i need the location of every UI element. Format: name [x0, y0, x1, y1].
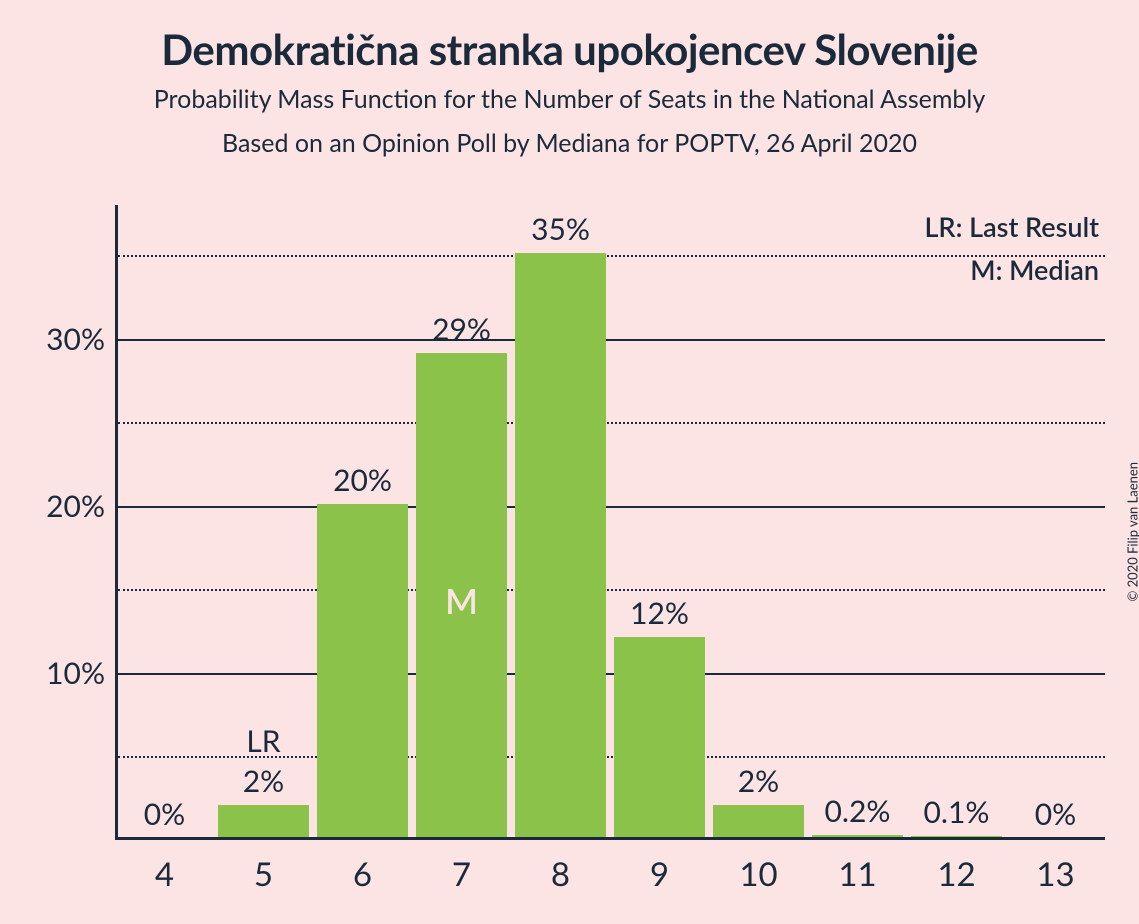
gridline-major: [118, 673, 1105, 675]
gridline-minor: [118, 589, 1105, 591]
chart-title: Demokratična stranka upokojencev Sloveni…: [0, 0, 1139, 74]
xtick-label: 10: [739, 854, 777, 894]
bar-value-label: 12%: [630, 595, 689, 631]
bar-value-label: 29%: [432, 311, 491, 347]
xtick-label: 9: [650, 854, 669, 894]
bar-value-label: 2%: [243, 763, 284, 799]
xtick-label: 13: [1036, 854, 1074, 894]
bar-value-label: 0%: [144, 796, 185, 832]
xtick-label: 12: [937, 854, 975, 894]
legend-m: M: Median: [924, 248, 1099, 291]
legend-lr: LR: Last Result: [924, 205, 1099, 248]
xtick-label: 6: [353, 854, 372, 894]
xtick-label: 4: [155, 854, 174, 894]
gridline-minor: [118, 422, 1105, 424]
xtick-label: 11: [838, 854, 876, 894]
xtick-label: 7: [452, 854, 471, 894]
bar: [218, 805, 309, 838]
chart-plot-area: 10%20%30%0%42%LR520%629%M735%812%92%100.…: [115, 205, 1105, 840]
xtick-label: 5: [254, 854, 273, 894]
gridline-major: [118, 339, 1105, 341]
ytick-label: 10%: [46, 655, 105, 691]
bar-value-label: 0.1%: [924, 794, 990, 830]
bar: [614, 637, 705, 838]
xtick-label: 8: [551, 854, 570, 894]
bar-value-label: 35%: [531, 211, 590, 247]
bar-value-label: 20%: [333, 462, 392, 498]
copyright-text: © 2020 Filip van Laenen: [1125, 462, 1139, 602]
bar-value-label: 0.2%: [825, 793, 891, 829]
y-axis: [115, 205, 118, 840]
median-annotation: M: [445, 580, 478, 622]
chart-subtitle-2: Based on an Opinion Poll by Mediana for …: [0, 128, 1139, 158]
bar: [713, 805, 804, 838]
bar-value-label: 0%: [1035, 796, 1076, 832]
x-axis: [115, 837, 1105, 840]
lr-annotation: LR: [246, 723, 280, 759]
bar-value-label: 2%: [738, 763, 779, 799]
chart-subtitle: Probability Mass Function for the Number…: [0, 84, 1139, 114]
gridline-major: [118, 506, 1105, 508]
ytick-label: 20%: [46, 488, 105, 524]
ytick-label: 30%: [46, 321, 105, 357]
bar: [317, 504, 408, 838]
bar: [515, 253, 606, 838]
legend: LR: Last ResultM: Median: [924, 205, 1099, 291]
